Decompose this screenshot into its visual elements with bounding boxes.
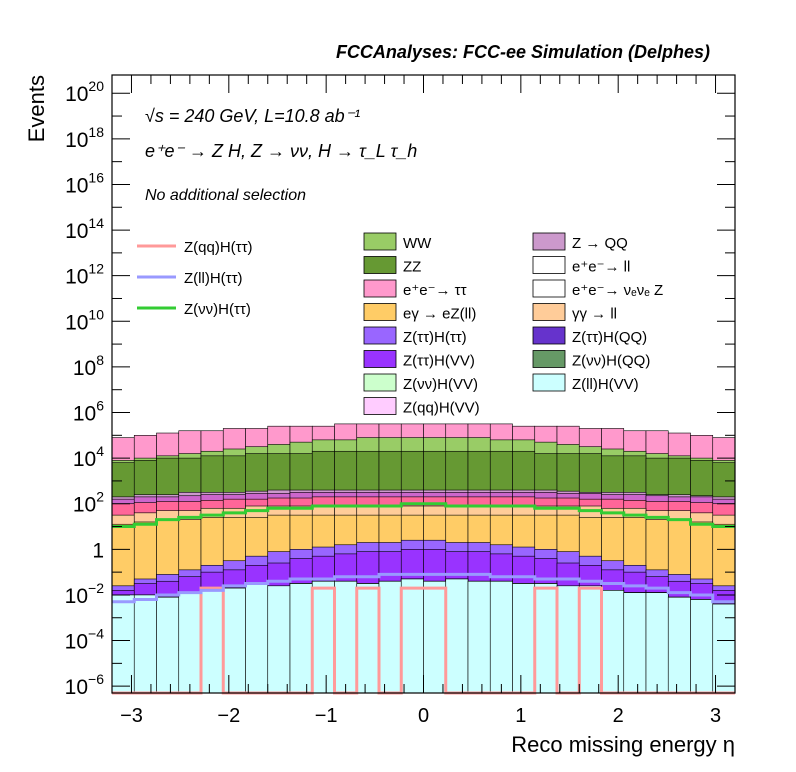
y-tick-label: 1016 bbox=[65, 169, 104, 197]
signal-line bbox=[112, 586, 735, 695]
legend-swatch bbox=[532, 232, 566, 251]
x-tick-label: 0 bbox=[418, 705, 429, 727]
stacked-histograms bbox=[111, 423, 736, 694]
legend-swatch bbox=[363, 397, 397, 415]
y-tick-label: 10−2 bbox=[65, 580, 105, 608]
bar-z-ll-h-vv- bbox=[133, 594, 157, 694]
legend-swatch bbox=[363, 232, 397, 251]
legend-label: Z(ττ)H(QQ) bbox=[572, 329, 647, 346]
legend-swatch bbox=[532, 279, 566, 298]
bar-z-ll-h-vv- bbox=[267, 585, 291, 694]
y-tick-label: 104 bbox=[73, 443, 104, 471]
legend-label: WW bbox=[403, 235, 432, 252]
legend-label: Z(νν)H(QQ) bbox=[572, 353, 650, 370]
y-tick-label: 1018 bbox=[65, 124, 104, 152]
signal-line bbox=[112, 502, 735, 529]
legend-swatch bbox=[532, 373, 566, 392]
legend-label: Z(νν)H(VV) bbox=[403, 376, 478, 393]
bar-z-ll-h-vv- bbox=[645, 592, 669, 694]
bar-z-ll-h-vv- bbox=[111, 594, 135, 694]
x-axis-label: Reco missing energy η bbox=[511, 732, 735, 757]
axes: −3 −2 −1 0 1 2 3 10−6 10−4 10−2 1 102 104 106 108 1010 1… bbox=[65, 74, 736, 727]
y-tick-label: 10−6 bbox=[65, 671, 105, 699]
legend-swatch bbox=[532, 326, 566, 345]
bar-z-ll-h-vv- bbox=[467, 580, 491, 694]
bar-z-ll-h-vv- bbox=[512, 583, 536, 694]
x-tick-label: 3 bbox=[710, 705, 721, 727]
legend-label: e⁺e⁻→ ττ bbox=[403, 282, 467, 299]
annotation-energy-lumi: √s = 240 GeV, L=10.8 ab⁻¹ bbox=[145, 106, 360, 126]
bar-z-ll-h-vv- bbox=[245, 583, 269, 694]
legend-swatch bbox=[532, 303, 566, 321]
bar-z-ll-h-vv- bbox=[200, 590, 224, 694]
bar-z-ll-h-vv- bbox=[623, 592, 647, 694]
legend-label: ZZ bbox=[403, 259, 421, 276]
bar-z-ll-h-vv- bbox=[423, 580, 447, 694]
bar-z-ll-h-vv- bbox=[178, 592, 202, 694]
bar-z-ll-h-vv- bbox=[667, 596, 691, 694]
legend: Z(qq)H(ττ) Z(ll)H(ττ) Z(νν)H(ττ) WW ZZ e⁺e⁻→ … bbox=[137, 232, 663, 417]
x-tick-label: 2 bbox=[613, 705, 624, 727]
bar-z-ll-h-vv- bbox=[445, 578, 469, 694]
bar-z-ll-h-vv- bbox=[534, 583, 558, 694]
y-tick-label: 102 bbox=[73, 489, 104, 517]
bar-z-ll-h-vv- bbox=[601, 590, 625, 694]
bar-z-ll-h-vv- bbox=[378, 580, 402, 694]
y-tick-label: 106 bbox=[73, 398, 104, 426]
y-tick-label: 108 bbox=[73, 352, 104, 380]
signal-line bbox=[112, 572, 735, 604]
y-tick-label: 1020 bbox=[65, 78, 104, 106]
legend-label: e⁺e⁻→ ll bbox=[572, 259, 630, 276]
bar-z-ll-h-vv- bbox=[289, 583, 313, 694]
signal-histograms bbox=[112, 502, 735, 695]
legend-label: e⁺e⁻→ νₑνₑ Z bbox=[572, 282, 663, 299]
legend-label: eγ → eZ(ll) bbox=[403, 306, 476, 323]
legend-swatch bbox=[532, 256, 566, 274]
legend-label: Z(ττ)H(VV) bbox=[403, 353, 475, 370]
stack-series bbox=[111, 578, 736, 694]
annotation-process: e⁺e⁻ → Z H, Z → νν, H → τ_L τ_h bbox=[145, 141, 417, 161]
legend-swatch bbox=[363, 350, 397, 368]
y-tick-label: 1 bbox=[92, 539, 104, 562]
x-tick-label: −2 bbox=[217, 705, 240, 727]
legend-label: Z(ll)H(VV) bbox=[572, 376, 639, 393]
legend-line-label: Z(νν)H(ττ) bbox=[184, 301, 251, 318]
legend-swatch bbox=[363, 256, 397, 274]
bar-z-ll-h-vv- bbox=[356, 583, 380, 694]
bar-z-ll-h-vv- bbox=[578, 585, 602, 694]
bar-z-ll-h-vv- bbox=[556, 585, 580, 694]
bar-z-ll-h-vv- bbox=[489, 580, 513, 694]
legend-line-label: Z(ll)H(ττ) bbox=[184, 270, 243, 287]
bar-z-ll-h-vv- bbox=[690, 599, 714, 694]
x-tick-label: −1 bbox=[315, 705, 338, 727]
bar-z-ll-h-vv- bbox=[311, 580, 335, 694]
annotation-selection: No additional selection bbox=[145, 187, 306, 204]
x-tick-label: 1 bbox=[515, 705, 526, 727]
y-tick-label: 1012 bbox=[65, 261, 104, 289]
x-tick-label: −3 bbox=[120, 705, 143, 727]
legend-label: γγ → ll bbox=[572, 306, 617, 323]
legend-swatch bbox=[363, 373, 397, 392]
legend-line-label: Z(qq)H(ττ) bbox=[184, 239, 253, 256]
annotations: √s = 240 GeV, L=10.8 ab⁻¹ e⁺e⁻ → Z H, Z … bbox=[145, 106, 417, 204]
y-tick-label: 1014 bbox=[65, 215, 104, 243]
y-tick-label: 10−4 bbox=[65, 626, 105, 654]
legend-label: Z(qq)H(VV) bbox=[403, 400, 480, 417]
legend-label: Z → QQ bbox=[572, 235, 628, 252]
legend-swatch bbox=[363, 303, 397, 321]
bar-z-ll-h-vv- bbox=[156, 596, 180, 694]
y-tick-label: 1010 bbox=[65, 306, 104, 334]
bar-z-ll-h-vv- bbox=[334, 580, 358, 694]
bar-z-ll-h-vv- bbox=[400, 578, 424, 694]
legend-label: Z(ττ)H(ττ) bbox=[403, 329, 467, 346]
plot-title: FCCAnalyses: FCC-ee Simulation (Delphes) bbox=[336, 42, 710, 62]
bar-z-ll-h-vv- bbox=[222, 587, 246, 694]
legend-swatch bbox=[363, 326, 397, 345]
legend-swatch bbox=[363, 279, 397, 298]
y-axis-label: Events bbox=[24, 75, 49, 142]
legend-swatch bbox=[532, 350, 566, 368]
